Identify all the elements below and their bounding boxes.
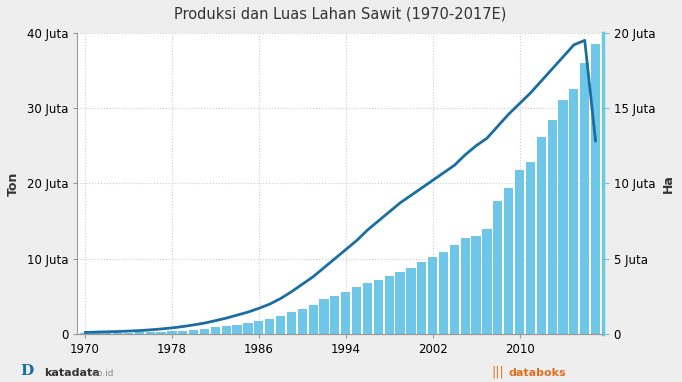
Bar [156, 332, 166, 334]
Bar [363, 283, 372, 334]
Bar [124, 333, 133, 334]
Bar [178, 331, 188, 334]
Bar [233, 325, 241, 334]
Bar [591, 44, 600, 334]
Bar [319, 299, 329, 334]
Bar [526, 162, 535, 334]
Bar [135, 332, 144, 334]
Bar [580, 63, 589, 334]
Bar [80, 333, 89, 334]
Bar [276, 316, 285, 334]
Bar [341, 292, 351, 334]
Bar [428, 257, 437, 334]
Bar [243, 324, 252, 334]
Bar [493, 201, 503, 334]
Bar [548, 120, 557, 334]
Y-axis label: Ton: Ton [7, 171, 20, 196]
Bar [396, 272, 404, 334]
Bar [406, 268, 415, 334]
Bar [439, 252, 448, 334]
Bar [297, 309, 307, 334]
Bar [569, 89, 578, 334]
Bar [222, 326, 231, 334]
Bar [330, 296, 340, 334]
Bar [308, 304, 318, 334]
Bar [189, 330, 198, 334]
Text: |||: ||| [491, 365, 504, 378]
Bar [374, 280, 383, 334]
Text: .co.id: .co.id [89, 369, 113, 378]
Bar [167, 331, 177, 334]
Bar [265, 319, 274, 334]
Bar [254, 321, 263, 334]
Bar [417, 262, 426, 334]
Bar [482, 229, 492, 334]
Bar [515, 170, 524, 334]
Bar [460, 238, 470, 334]
Bar [385, 276, 394, 334]
Bar [287, 312, 296, 334]
Bar [200, 329, 209, 334]
Y-axis label: Ha: Ha [662, 174, 675, 193]
Bar [471, 236, 481, 334]
Bar [352, 287, 361, 334]
Bar [504, 188, 514, 334]
Title: Produksi dan Luas Lahan Sawit (1970-2017E): Produksi dan Luas Lahan Sawit (1970-2017… [174, 7, 507, 22]
Bar [537, 137, 546, 334]
Bar [559, 100, 567, 334]
Bar [211, 327, 220, 334]
Bar [113, 333, 122, 334]
Bar [145, 332, 155, 334]
Text: databoks: databoks [508, 368, 565, 378]
Bar [102, 333, 111, 334]
Bar [449, 245, 459, 334]
Text: D: D [20, 364, 33, 378]
Text: katadata: katadata [44, 368, 100, 378]
Bar [91, 333, 100, 334]
